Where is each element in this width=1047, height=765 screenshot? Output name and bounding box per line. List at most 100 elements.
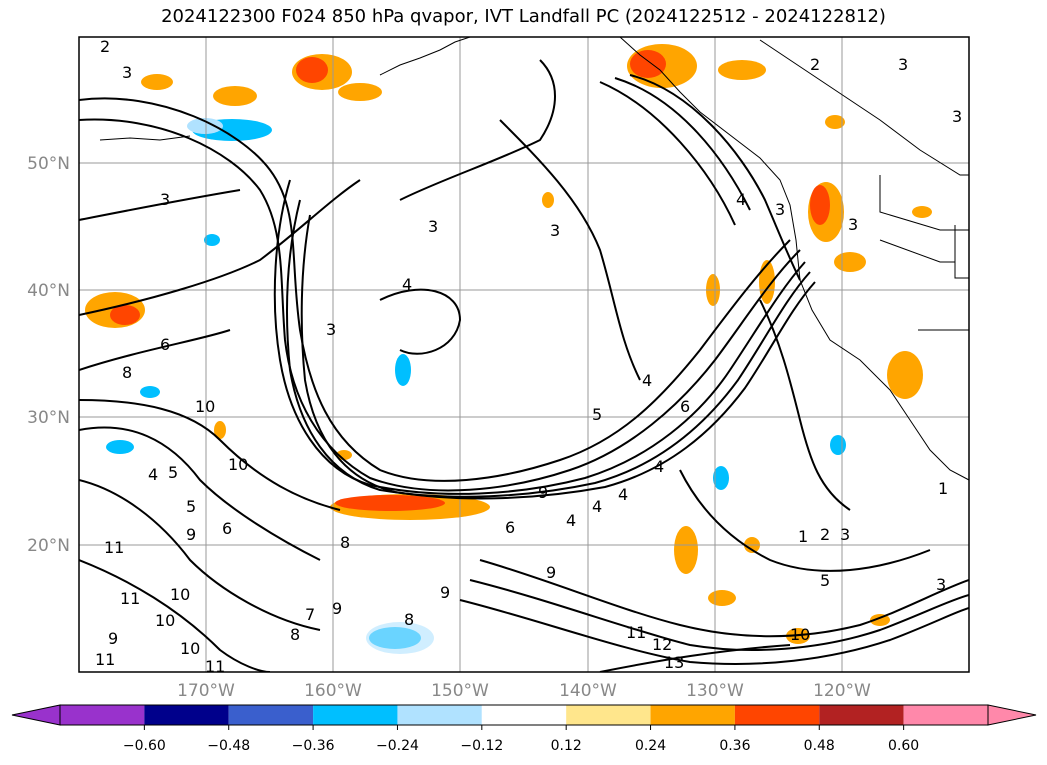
plot-area bbox=[79, 37, 969, 672]
contour-label: 11 bbox=[205, 657, 225, 676]
lon-label: 140°W bbox=[559, 681, 617, 701]
contour-label: 3 bbox=[840, 525, 850, 544]
contour-label: 2 bbox=[810, 55, 820, 74]
contour-label: 13 bbox=[664, 653, 684, 672]
contour-label: 1 bbox=[938, 479, 948, 498]
contour-label: 10 bbox=[228, 455, 248, 474]
colorbar-ticks: −0.60 −0.48 −0.36 −0.24 −0.12 0.12 0.24 0.36 0.4… bbox=[123, 725, 919, 754]
contour-label: 6 bbox=[222, 519, 232, 538]
colorbar-tick-label: 0.24 bbox=[635, 738, 666, 754]
colorbar-tick-label: −0.36 bbox=[292, 738, 335, 754]
map-title: 2024122300 F024 850 hPa qvapor, IVT Land… bbox=[161, 6, 886, 27]
contour-label: 3 bbox=[952, 107, 962, 126]
contour-label: 4 bbox=[618, 485, 628, 504]
contour-label: 9 bbox=[186, 525, 196, 544]
lat-label: 40°N bbox=[27, 281, 70, 301]
contour-lines bbox=[79, 59, 969, 672]
colorbar-tick-label: −0.48 bbox=[207, 738, 250, 754]
graticule bbox=[79, 37, 969, 672]
contour-label: 4 bbox=[736, 190, 746, 209]
coastlines bbox=[99, 37, 969, 481]
colorbar-segment bbox=[397, 705, 482, 725]
contour-label: 2 bbox=[100, 37, 110, 56]
contour-label: 2 bbox=[820, 525, 830, 544]
colorbar-tick-label: −0.12 bbox=[460, 738, 503, 754]
colorbar-segment bbox=[650, 705, 735, 725]
contour-label: 5 bbox=[168, 463, 178, 482]
contour-label: 3 bbox=[550, 221, 560, 240]
colorbar-segment bbox=[566, 705, 651, 725]
colorbar-segment bbox=[819, 705, 904, 725]
colorbar-segment bbox=[734, 705, 820, 725]
lon-label: 170°W bbox=[177, 681, 235, 701]
contour-label: 12 bbox=[652, 635, 672, 654]
contour-label: 3 bbox=[936, 575, 946, 594]
contour-label: 3 bbox=[898, 55, 908, 74]
plot-frame bbox=[78, 36, 970, 673]
contour-label: 4 bbox=[566, 511, 576, 530]
lat-label: 20°N bbox=[27, 536, 70, 556]
contour-label: 10 bbox=[170, 585, 190, 604]
lon-label: 130°W bbox=[686, 681, 744, 701]
contour-label: 10 bbox=[180, 639, 200, 658]
colorbar-segment bbox=[144, 705, 229, 725]
contour-label: 8 bbox=[122, 363, 132, 382]
colorbar-tick-label: 0.48 bbox=[804, 738, 835, 754]
colorbar-segment bbox=[60, 705, 145, 725]
contour-label: 9 bbox=[108, 629, 118, 648]
colorbar-segment bbox=[313, 705, 398, 725]
contour-label: 3 bbox=[122, 63, 132, 82]
contour-label: 10 bbox=[155, 611, 175, 630]
contour-label: 5 bbox=[820, 571, 830, 590]
contour-label: 11 bbox=[120, 589, 140, 608]
colorbar-frame bbox=[59, 704, 989, 726]
longitude-axis: 170°W 160°W 150°W 140°W 130°W 120°W bbox=[177, 681, 871, 701]
contour-label: 3 bbox=[160, 190, 170, 209]
colorbar: −0.60 −0.48 −0.36 −0.24 −0.12 0.12 0.24 0.36 0.4… bbox=[11, 704, 1037, 754]
colorbar-extend-low bbox=[11, 704, 61, 726]
lat-label: 30°N bbox=[27, 408, 70, 428]
contour-label: 1 bbox=[798, 527, 808, 546]
contour-label: 5 bbox=[592, 405, 602, 424]
contour-label: 3 bbox=[848, 215, 858, 234]
colorbar-tick-label: −0.24 bbox=[376, 738, 419, 754]
lon-label: 160°W bbox=[304, 681, 362, 701]
contour-label: 10 bbox=[195, 397, 215, 416]
contour-label: 8 bbox=[340, 533, 350, 552]
contour-label: 9 bbox=[332, 599, 342, 618]
lon-label: 150°W bbox=[431, 681, 489, 701]
colorbar-tick-label: 0.36 bbox=[719, 738, 750, 754]
contour-label: 9 bbox=[538, 483, 548, 502]
colorbar-tick-label: 0.12 bbox=[551, 738, 582, 754]
contour-label: 4 bbox=[402, 275, 412, 294]
colorbar-extend-high bbox=[987, 704, 1037, 726]
contour-label: 4 bbox=[148, 465, 158, 484]
contour-label: 9 bbox=[440, 583, 450, 602]
colorbar-tick-label: 0.60 bbox=[888, 738, 919, 754]
contour-label: 4 bbox=[642, 371, 652, 390]
contour-label: 8 bbox=[404, 610, 414, 629]
contour-label: 3 bbox=[775, 200, 785, 219]
colorbar-segment bbox=[903, 705, 988, 725]
contour-label: 5 bbox=[186, 497, 196, 516]
contour-label: 3 bbox=[326, 320, 336, 339]
colorbar-segments bbox=[60, 705, 988, 725]
contour-label: 6 bbox=[680, 397, 690, 416]
contour-label: 7 bbox=[305, 605, 315, 624]
contour-label: 4 bbox=[654, 457, 664, 476]
contour-label: 11 bbox=[95, 650, 115, 669]
colorbar-tick-label: −0.60 bbox=[123, 738, 166, 754]
contour-label: 6 bbox=[160, 335, 170, 354]
latitude-axis: 50°N 40°N 30°N 20°N bbox=[27, 154, 70, 556]
colorbar-segment bbox=[481, 705, 567, 725]
contour-label: 4 bbox=[592, 497, 602, 516]
lon-label: 120°W bbox=[813, 681, 871, 701]
contour-label: 9 bbox=[546, 563, 556, 582]
contour-label: 11 bbox=[626, 623, 646, 642]
contour-label: 3 bbox=[428, 217, 438, 236]
contour-label: 10 bbox=[790, 625, 810, 644]
colorbar-segment bbox=[228, 705, 314, 725]
contour-label-group: 2 3 3 3 4 3 6 8 10 10 4 5 5 9 6 11 11 10… bbox=[95, 37, 962, 676]
contour-label: 8 bbox=[290, 625, 300, 644]
contour-label: 6 bbox=[505, 518, 515, 537]
